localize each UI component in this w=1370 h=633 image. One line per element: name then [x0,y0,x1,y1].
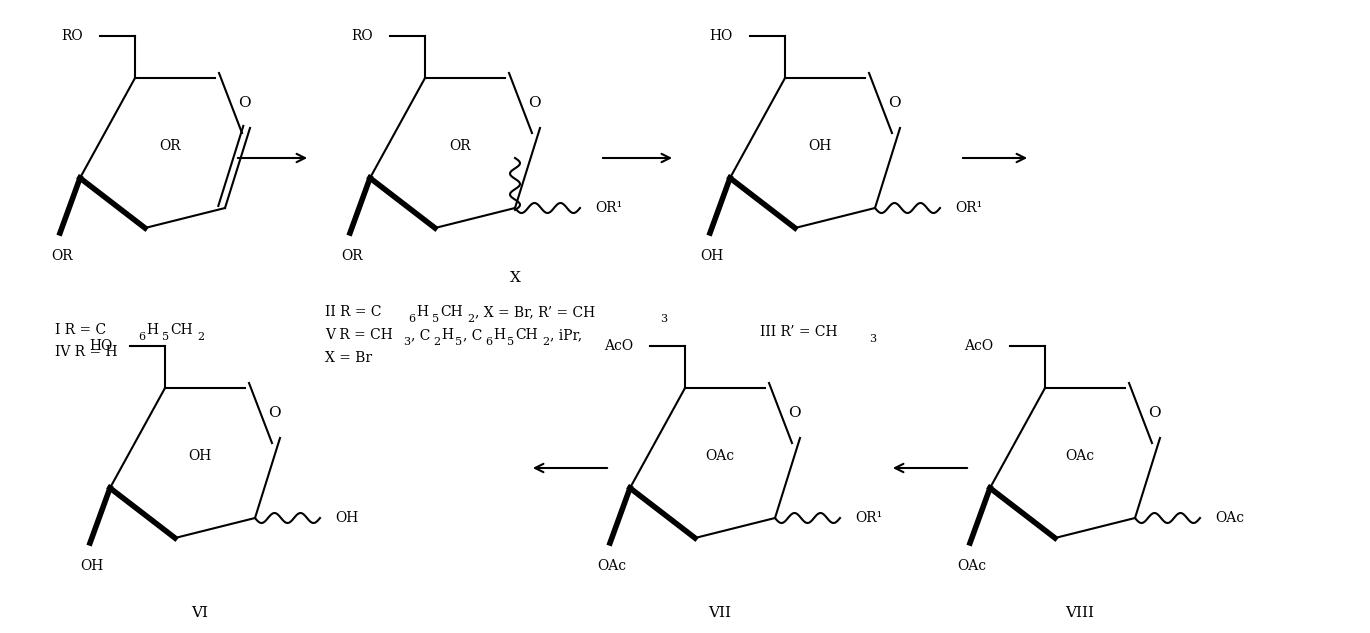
Text: RO: RO [62,29,84,43]
Text: OAc: OAc [958,559,986,573]
Text: O: O [527,96,540,110]
Text: H: H [147,323,158,337]
Text: OR¹: OR¹ [595,201,622,215]
Text: RO: RO [351,29,373,43]
Text: VII: VII [708,606,732,620]
Text: VI: VI [192,606,208,620]
Text: OR: OR [449,139,471,153]
Text: OR: OR [51,249,73,263]
Text: 2: 2 [197,332,204,342]
Text: OR¹: OR¹ [955,201,982,215]
Text: OH: OH [700,249,723,263]
Text: OH: OH [808,139,832,153]
Text: 5: 5 [455,337,462,347]
Text: CH: CH [170,323,193,337]
Text: IV R = H: IV R = H [55,345,118,359]
Text: 2: 2 [467,314,474,324]
Text: 5: 5 [507,337,514,347]
Text: H: H [441,328,453,342]
Text: X = Br: X = Br [325,351,373,365]
Text: , C: , C [411,328,430,342]
Text: OR¹: OR¹ [855,511,882,525]
Text: OH: OH [188,449,211,463]
Text: 6: 6 [138,332,145,342]
Text: , X = Br, R’ = CH: , X = Br, R’ = CH [475,305,595,319]
Text: OH: OH [336,511,358,525]
Text: OAc: OAc [1066,449,1095,463]
Text: O: O [237,96,251,110]
Text: OR: OR [341,249,363,263]
Text: 3: 3 [660,314,667,324]
Text: OR: OR [159,139,181,153]
Text: HO: HO [90,339,112,353]
Text: 5: 5 [432,314,440,324]
Text: 6: 6 [485,337,492,347]
Text: O: O [788,406,800,420]
Text: , C: , C [463,328,482,342]
Text: OH: OH [81,559,104,573]
Text: VIII: VIII [1066,606,1095,620]
Text: , iPr,: , iPr, [549,328,582,342]
Text: OAc: OAc [1215,511,1244,525]
Text: II R = C: II R = C [325,305,381,319]
Text: CH: CH [515,328,537,342]
Text: CH: CH [440,305,463,319]
Text: OAc: OAc [706,449,734,463]
Text: I R = C: I R = C [55,323,105,337]
Text: H: H [416,305,427,319]
Text: HO: HO [710,29,733,43]
Text: 3: 3 [869,334,877,344]
Text: 2: 2 [543,337,549,347]
Text: V R = CH: V R = CH [325,328,393,342]
Text: OAc: OAc [597,559,626,573]
Text: AcO: AcO [964,339,993,353]
Text: III R’ = CH: III R’ = CH [760,325,837,339]
Text: AcO: AcO [604,339,633,353]
Text: 6: 6 [408,314,415,324]
Text: 2: 2 [433,337,440,347]
Text: H: H [493,328,506,342]
Text: O: O [1148,406,1160,420]
Text: X: X [510,271,521,285]
Text: O: O [267,406,281,420]
Text: 3: 3 [403,337,410,347]
Text: 5: 5 [162,332,169,342]
Text: O: O [888,96,900,110]
